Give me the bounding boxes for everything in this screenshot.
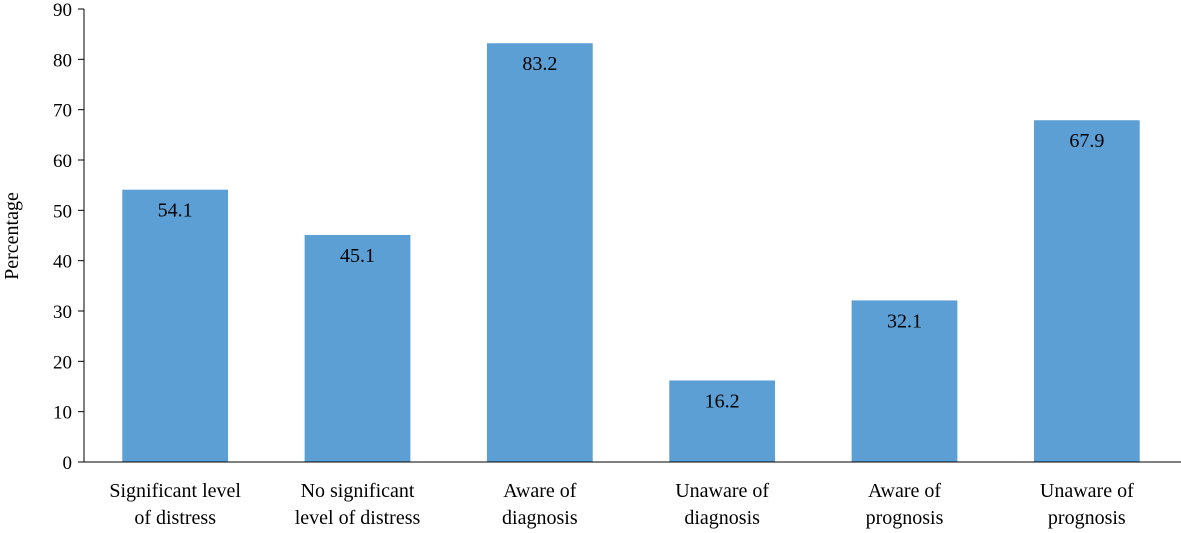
y-tick-label: 10 [53, 403, 72, 424]
y-tick-label: 40 [53, 252, 72, 273]
category-labels: Significant level of distress No significa… [109, 480, 1134, 529]
bar [851, 300, 958, 462]
bar-value-label: 83.2 [522, 53, 557, 75]
x-category-label: Aware of [868, 480, 941, 502]
bar-value-label: 32.1 [887, 310, 922, 332]
y-tick-label: 30 [53, 302, 72, 323]
bar [669, 380, 776, 462]
x-category-label: prognosis [1048, 507, 1126, 529]
bar-value-label: 45.1 [340, 245, 375, 267]
x-category-label: diagnosis [502, 507, 578, 529]
y-tick-label: 80 [53, 50, 72, 71]
bar [486, 43, 593, 463]
y-tick-label: 50 [53, 201, 72, 222]
bars: 54.1 45.1 83.2 16.2 32.1 67.9 [122, 43, 1140, 463]
bar-value-label: 16.2 [705, 390, 740, 412]
y-axis-title: Percentage [1, 192, 23, 280]
x-category-label: Significant level [109, 480, 241, 502]
bar [1033, 120, 1140, 462]
x-category-label: Unaware of [1040, 480, 1134, 502]
y-tick-label: 20 [53, 352, 72, 373]
bar [304, 234, 411, 462]
bar-value-label: 54.1 [158, 200, 193, 222]
bar-value-label: 67.9 [1069, 130, 1104, 152]
x-category-label: Aware of [503, 480, 576, 502]
x-category-label: of distress [134, 507, 216, 529]
y-tick-label: 90 [53, 0, 72, 21]
x-category-label: level of distress [295, 507, 421, 529]
x-category-label: diagnosis [684, 507, 760, 529]
x-category-label: No significant [301, 480, 415, 502]
x-category-label: Unaware of [675, 480, 769, 502]
x-category-label: prognosis [866, 507, 944, 529]
bar [122, 189, 229, 463]
y-tick-label: 70 [53, 101, 72, 122]
y-axis-ticks: 0 10 20 30 40 50 60 70 80 90 [53, 0, 84, 474]
y-tick-label: 60 [53, 151, 72, 172]
y-tick-label: 0 [63, 453, 73, 474]
